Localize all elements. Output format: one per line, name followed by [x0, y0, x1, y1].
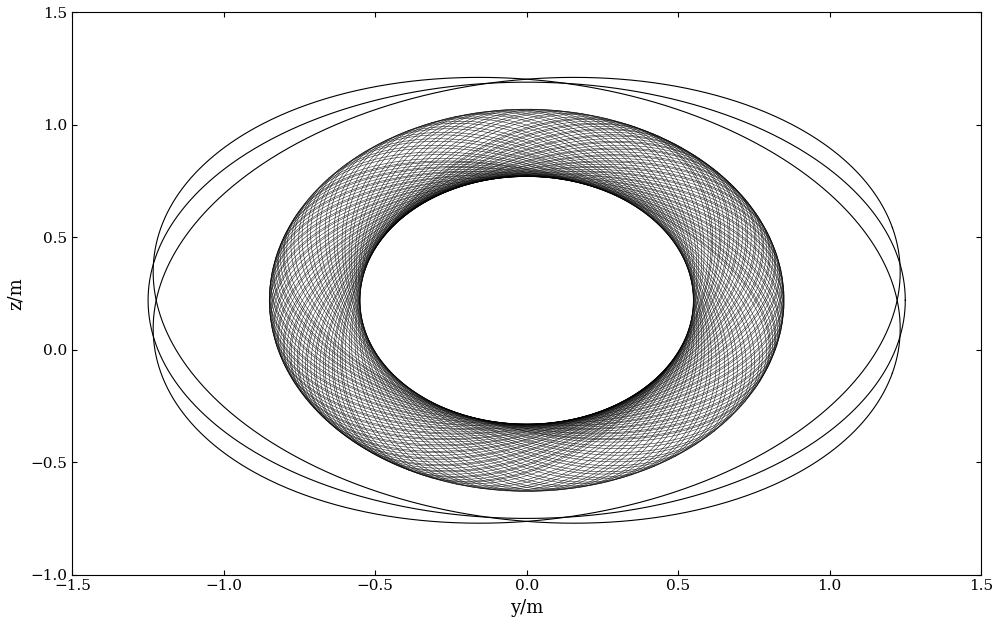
X-axis label: y/m: y/m — [510, 599, 543, 617]
Y-axis label: z/m: z/m — [7, 277, 25, 310]
